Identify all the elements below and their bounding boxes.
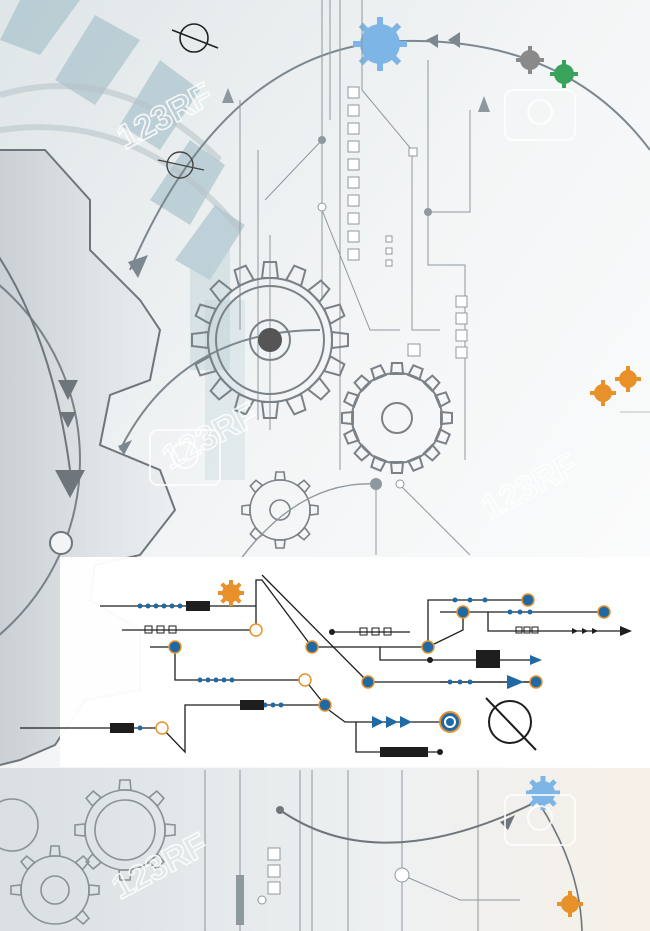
gear-icon	[590, 366, 641, 406]
square-column	[347, 86, 468, 359]
node	[317, 202, 327, 212]
node	[318, 136, 326, 144]
bar-cluster	[236, 875, 244, 925]
arrow-icon	[372, 626, 632, 728]
gear-icon	[550, 60, 578, 88]
gear-icon	[241, 471, 319, 549]
arc-arrow-icon	[500, 815, 515, 830]
gear-icon	[218, 580, 244, 606]
gear-icon	[341, 362, 453, 474]
arc-arrow-icon	[448, 32, 460, 48]
node	[424, 208, 432, 216]
arc-bands	[0, 82, 243, 232]
bar-cluster	[110, 601, 500, 757]
gear-icon	[516, 46, 544, 74]
watermark-logo-icon	[149, 89, 576, 846]
node	[257, 895, 267, 905]
small-squares	[144, 625, 539, 636]
node	[394, 867, 410, 883]
curve	[239, 483, 377, 561]
arc-arrow-icon	[118, 440, 132, 455]
gear-icon	[353, 17, 407, 71]
node	[395, 479, 405, 489]
square-column	[267, 847, 281, 895]
arrow-icon	[222, 88, 234, 103]
gear-icon	[526, 776, 560, 810]
gear-icon	[191, 261, 349, 419]
diameter-symbol-icon	[157, 151, 205, 179]
upper-circuit-lines	[239, 0, 471, 556]
lower-arc	[279, 799, 541, 844]
gear-icon	[0, 779, 176, 926]
teal-blocks	[0, 0, 245, 480]
arrow-icon	[478, 96, 490, 112]
circuit-panel	[60, 557, 650, 767]
panel-node	[155, 593, 611, 755]
dot-run	[137, 597, 533, 731]
arc-arrow-icon	[128, 255, 148, 278]
diameter-symbol-icon	[485, 697, 537, 751]
gear-icon	[557, 891, 583, 917]
diameter-symbol-icon	[171, 23, 219, 53]
arc-arrow-icon	[426, 34, 438, 48]
